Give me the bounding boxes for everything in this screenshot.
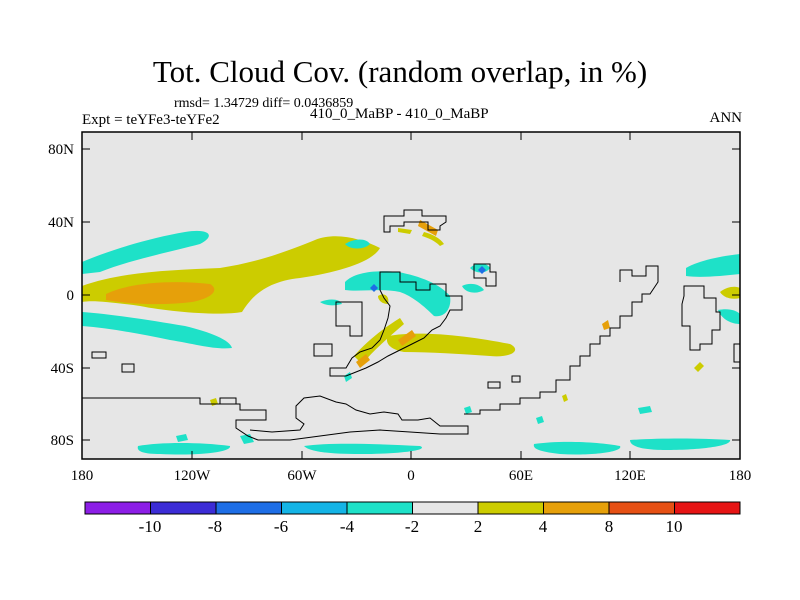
anomaly-region	[638, 406, 652, 414]
season-label: ANN	[709, 110, 743, 126]
rmsd-diff-stats: rmsd= 1.34729 diff= 0.0436859	[174, 96, 354, 111]
anomaly-region	[562, 394, 568, 402]
anomaly-region	[398, 330, 416, 346]
anomaly-region	[686, 254, 740, 277]
x-tick-label: 180	[729, 468, 752, 484]
anomaly-region	[370, 284, 378, 292]
anomaly-region	[176, 434, 188, 442]
anomaly-region	[137, 443, 231, 455]
anomaly-region	[106, 282, 215, 305]
coastline	[313, 343, 333, 357]
coastline	[733, 343, 740, 363]
colorbar-swatch	[608, 501, 675, 515]
y-tick-label: 40N	[48, 215, 74, 231]
x-tick-label: 0	[407, 468, 415, 484]
colorbar-label: -2	[404, 517, 420, 536]
case-label: 410_0_MaBP - 410_0_MaBP	[310, 106, 489, 122]
colorbar-swatch	[674, 501, 741, 515]
colorbar-label: 4	[538, 517, 548, 536]
anomaly-region	[378, 294, 389, 304]
coastline	[91, 351, 107, 359]
x-tick-label: 60E	[509, 468, 533, 484]
colorbar-swatch	[543, 501, 610, 515]
anomaly-region	[398, 285, 418, 295]
anomaly-region	[694, 362, 704, 372]
anomaly-region	[398, 228, 412, 234]
y-tick-label: 0	[67, 288, 75, 304]
colorbar-label: -6	[273, 517, 289, 536]
anomaly-region	[304, 443, 422, 454]
colorbar-swatch	[412, 501, 479, 515]
y-tick-label: 40S	[51, 361, 74, 377]
x-tick-label: 120E	[614, 468, 646, 484]
y-tick-label: 80S	[51, 433, 74, 449]
colorbar-label: 2	[473, 517, 483, 536]
anomaly-region	[602, 320, 610, 330]
anomaly-fields	[82, 220, 740, 455]
anomaly-region	[422, 232, 444, 246]
coastline	[335, 301, 363, 337]
x-tick-label: 180	[71, 468, 94, 484]
anomaly-region	[345, 271, 451, 317]
anomaly-region	[536, 416, 544, 424]
coastline	[219, 397, 237, 405]
coastline	[329, 271, 463, 377]
colorbar-label: -8	[207, 517, 223, 536]
plot-title: Tot. Cloud Cov. (random overlap, in %)	[152, 54, 648, 89]
anomaly-region	[478, 266, 486, 274]
coastline	[681, 285, 721, 351]
x-tick-label: 60W	[287, 468, 317, 484]
anomaly-region	[533, 441, 621, 455]
colorbar-label: -4	[339, 517, 355, 536]
continent-outlines	[82, 209, 740, 441]
anomaly-region	[720, 286, 740, 299]
anomaly-region	[462, 283, 484, 293]
coastline	[121, 363, 135, 373]
coastline	[487, 381, 501, 389]
colorbar-swatch	[346, 501, 413, 515]
coastline	[383, 209, 447, 233]
y-axis-ticks	[82, 148, 740, 441]
colorbar-swatch	[215, 501, 282, 515]
anomaly-region	[82, 312, 232, 349]
colorbar-label: -10	[138, 517, 162, 536]
colorbar-swatch	[150, 501, 217, 515]
colorbar-swatch	[477, 501, 544, 515]
coastline	[82, 395, 469, 441]
coastline	[464, 265, 659, 415]
anomaly-region	[356, 354, 370, 368]
x-tick-label: 120W	[174, 468, 212, 484]
colorbar-swatch	[84, 501, 151, 515]
anomaly-region	[718, 309, 740, 324]
experiment-label: Expt = teYFe3-teYFe2	[82, 112, 220, 128]
y-tick-label: 80N	[48, 142, 74, 158]
anomaly-region	[82, 230, 209, 274]
coastline	[511, 375, 521, 383]
colorbar-swatch	[281, 501, 348, 515]
anomaly-region	[464, 406, 472, 414]
colorbar-label: 10	[665, 517, 683, 536]
anomaly-region	[630, 438, 731, 450]
coastline	[473, 263, 497, 287]
x-axis-ticks	[81, 132, 741, 459]
anomaly-region	[386, 333, 516, 357]
anomaly-region	[345, 239, 370, 249]
colorbar-label: 8	[604, 517, 614, 536]
colorbar	[84, 501, 741, 515]
